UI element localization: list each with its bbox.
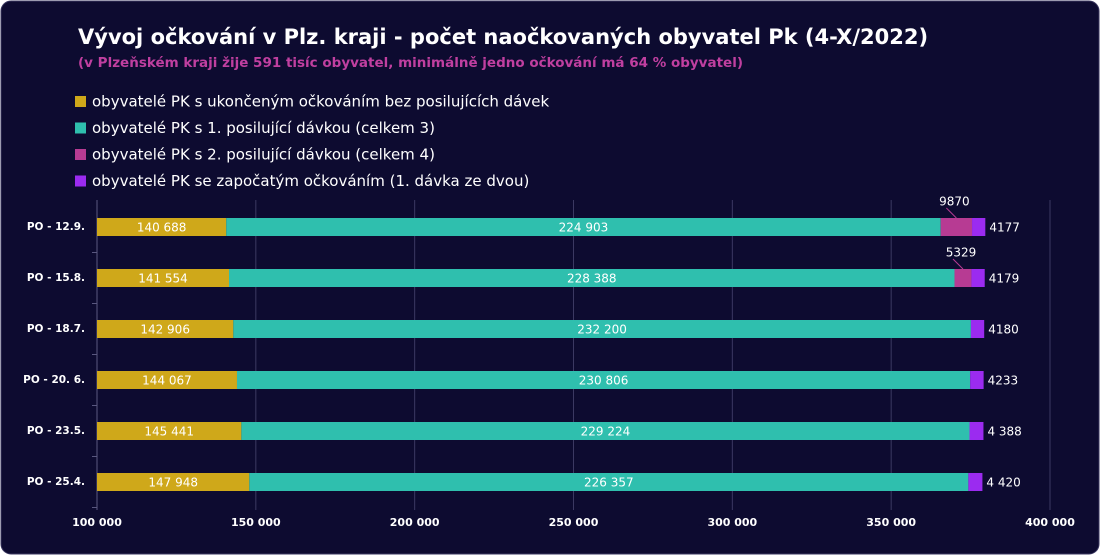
data-label: 5329	[946, 246, 977, 260]
legend-swatch	[75, 149, 86, 160]
bar-segment	[226, 218, 941, 236]
data-label: 4233	[988, 374, 1019, 388]
data-label: 232 200	[577, 323, 627, 337]
data-label: 9870	[939, 195, 970, 209]
data-label: 142 906	[140, 323, 190, 337]
x-tick-label: 350 000	[866, 516, 916, 529]
legend-label: obyvatelé PK se započatým očkováním (1. …	[92, 172, 529, 190]
x-tick-label: 200 000	[390, 516, 440, 529]
x-tick-label: 100 000	[72, 516, 122, 529]
legend-swatch	[75, 96, 86, 107]
data-label: 226 357	[584, 476, 634, 490]
data-label: 140 688	[137, 221, 187, 235]
data-label: 145 441	[144, 425, 194, 439]
bar-segment	[236, 371, 971, 389]
legend-swatch	[75, 175, 86, 187]
bar-segment	[968, 473, 983, 491]
data-label: 4180	[988, 323, 1019, 337]
y-tick-label: PO - 15.8.	[27, 272, 85, 284]
legend-swatch	[75, 122, 86, 134]
chart-subtitle: (v Plzeňském kraji žije 591 tisíc obyvat…	[78, 55, 743, 71]
bar-segment	[97, 422, 242, 440]
leader-line	[952, 258, 964, 270]
bar-segment	[970, 320, 985, 338]
bar-segment	[97, 371, 237, 389]
y-tick-label: PO - 20. 6.	[23, 374, 85, 386]
legend-label: obyvatelé PK s 2. posilující dávkou (cel…	[92, 146, 435, 164]
y-tick-label: PO - 12.9.	[27, 221, 85, 233]
leader-line	[946, 207, 957, 219]
legend-label: obyvatelé PK s 1. posilující dávkou (cel…	[92, 119, 435, 137]
bar-segment	[972, 218, 986, 236]
data-label: 147 948	[148, 476, 198, 490]
y-tick-label: PO - 25.4.	[27, 476, 85, 488]
data-label: 230 806	[579, 374, 629, 388]
data-label: 229 224	[581, 425, 631, 439]
data-label: 228 388	[567, 272, 617, 286]
x-tick-label: 250 000	[549, 516, 599, 529]
bar-segment	[97, 218, 227, 236]
data-label: 141 554	[138, 272, 188, 286]
bar-segment	[229, 269, 955, 287]
bar-segment	[249, 473, 969, 491]
data-label: 144 067	[142, 374, 192, 388]
x-tick-label: 400 000	[1025, 516, 1075, 529]
data-label: 4179	[989, 272, 1020, 286]
chart-title: Vývoj očkování v Plz. kraji - počet naoč…	[78, 25, 928, 49]
bar-segment	[233, 320, 971, 338]
legend-label: obyvatelé PK s ukončeným očkováním bez p…	[92, 93, 549, 111]
bar-segment	[97, 473, 250, 491]
data-label: 224 903	[559, 221, 609, 235]
bar-segment	[940, 218, 973, 236]
bar-segment	[241, 422, 970, 440]
x-tick-label: 300 000	[707, 516, 757, 529]
bar-segment	[954, 269, 972, 287]
bar-segment	[97, 269, 230, 287]
y-tick-label: PO - 18.7.	[27, 323, 85, 335]
y-tick-label: PO - 23.5.	[27, 425, 85, 437]
x-tick-label: 150 000	[231, 516, 281, 529]
bar-segment	[969, 422, 984, 440]
bar-segment	[97, 320, 234, 338]
data-label: 4177	[989, 221, 1020, 235]
bar-segment	[970, 371, 984, 389]
bar-segment	[971, 269, 985, 287]
data-label: 4 420	[986, 476, 1020, 490]
data-label: 4 388	[987, 425, 1021, 439]
